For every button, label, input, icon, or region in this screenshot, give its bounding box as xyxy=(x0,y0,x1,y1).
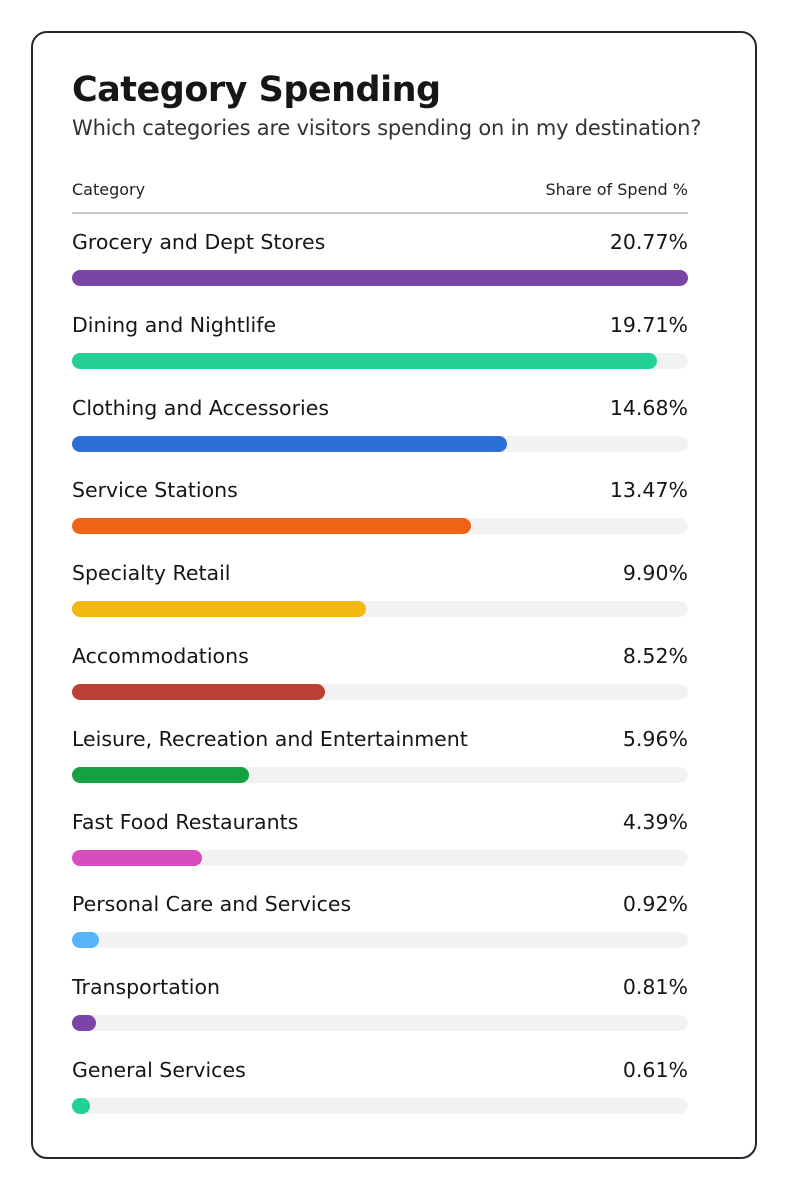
category-label: Leisure, Recreation and Entertainment xyxy=(72,726,468,751)
category-label: Grocery and Dept Stores xyxy=(72,230,326,254)
bar-row: Accommodations 8.52% xyxy=(72,643,688,703)
bar xyxy=(72,849,203,866)
table-header: Category Share of Spend % xyxy=(72,180,688,199)
bar-track xyxy=(72,518,688,535)
category-label: Service Stations xyxy=(72,478,238,503)
value-label: 20.77% xyxy=(609,230,688,254)
bar-row: Specialty Retail 9.90% xyxy=(72,560,688,620)
value-label: 5.96% xyxy=(622,726,688,751)
category-spending-card xyxy=(31,31,757,1159)
bar-track xyxy=(72,849,688,866)
bar-track xyxy=(72,270,688,286)
value-label: 0.92% xyxy=(622,892,688,917)
value-label: 9.90% xyxy=(622,561,688,586)
chart-subtitle: Which categories are visitors spending o… xyxy=(72,116,702,140)
value-label: 0.61% xyxy=(622,1058,688,1082)
value-label: 13.47% xyxy=(609,478,688,503)
value-label: 4.39% xyxy=(622,809,688,834)
bar-track xyxy=(72,684,688,700)
bar-row: Transportation 0.81% xyxy=(72,974,688,1034)
category-label: Personal Care and Services xyxy=(72,892,352,917)
bar-row: Personal Care and Services 0.92% xyxy=(72,891,688,951)
bar xyxy=(72,601,366,618)
bar-row: Grocery and Dept Stores 20.77% xyxy=(72,229,688,289)
bar xyxy=(72,932,100,949)
header-divider xyxy=(72,212,688,214)
bar-track xyxy=(72,932,688,949)
bar-row: Fast Food Restaurants 4.39% xyxy=(72,809,688,869)
bar-track xyxy=(72,1015,688,1032)
bar-track xyxy=(72,766,688,783)
bar-row: Clothing and Accessories 14.68% xyxy=(72,395,688,455)
bar-row: General Services 0.61% xyxy=(72,1057,688,1117)
value-label: 14.68% xyxy=(609,395,688,420)
category-label: Specialty Retail xyxy=(72,561,231,586)
bar-track xyxy=(72,601,688,618)
value-label: 8.52% xyxy=(622,644,688,668)
bar xyxy=(72,1098,91,1114)
bar-track xyxy=(72,1098,688,1114)
bar-row: Leisure, Recreation and Entertainment 5.9… xyxy=(72,726,688,786)
category-label: General Services xyxy=(72,1058,246,1082)
category-label: Accommodations xyxy=(72,644,249,668)
bar xyxy=(72,435,508,452)
category-label: Transportation xyxy=(72,975,221,1000)
bar-track xyxy=(72,352,688,369)
bar xyxy=(72,684,325,700)
value-label: 19.71% xyxy=(609,312,688,337)
value-label: 0.81% xyxy=(622,975,688,1000)
header-category: Category xyxy=(72,180,146,199)
bar xyxy=(72,1015,97,1032)
category-label: Dining and Nightlife xyxy=(72,312,277,337)
bar-row: Service Stations 13.47% xyxy=(72,477,688,537)
bar xyxy=(72,270,688,286)
bar-track xyxy=(72,435,688,452)
bar xyxy=(72,352,657,369)
chart-title: Category Spending xyxy=(72,70,441,110)
category-label: Clothing and Accessories xyxy=(72,395,330,420)
bar xyxy=(72,766,249,783)
bar-row: Dining and Nightlife 19.71% xyxy=(72,312,688,372)
bar xyxy=(72,518,472,535)
category-label: Fast Food Restaurants xyxy=(72,809,299,834)
header-share: Share of Spend % xyxy=(545,180,688,199)
